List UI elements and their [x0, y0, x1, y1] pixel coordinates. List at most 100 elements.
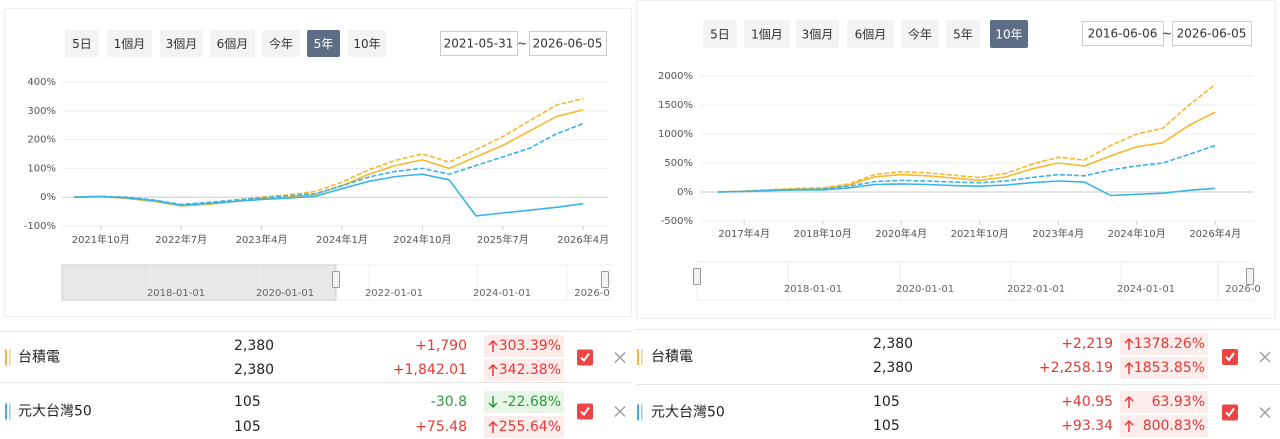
change: +2,219 — [1061, 336, 1113, 352]
pct-badge — [484, 391, 564, 413]
date-separator: ~ — [1162, 27, 1172, 41]
series-marker — [5, 403, 7, 420]
date-separator: ~ — [517, 37, 527, 51]
arrow-icon — [488, 396, 498, 409]
navigator-handle[interactable] — [693, 268, 701, 285]
checkmark — [1225, 352, 1235, 362]
navigator-label: 2020-01-01 — [896, 284, 954, 295]
navigator-handle[interactable] — [1246, 268, 1254, 285]
range-button-label: 1個月 — [114, 37, 146, 51]
range-button[interactable] — [744, 20, 790, 48]
arrow-icon — [488, 339, 498, 352]
range-button[interactable] — [160, 30, 203, 57]
pct-badge — [1120, 357, 1208, 379]
date-input[interactable] — [1082, 21, 1164, 46]
date-input[interactable] — [440, 31, 518, 56]
remove-icon[interactable] — [1259, 351, 1271, 363]
series-marker — [9, 349, 11, 366]
range-button-label: 今年 — [908, 27, 932, 42]
range-button[interactable] — [901, 20, 939, 48]
pct: 1853.85% — [1134, 360, 1205, 376]
range-button[interactable] — [703, 20, 737, 48]
x-tick-label: 2025年7月 — [477, 233, 529, 246]
series-line — [717, 180, 1216, 197]
price: 105 — [234, 419, 261, 435]
date-input[interactable] — [1172, 21, 1252, 46]
remove-icon[interactable] — [614, 352, 626, 363]
navigator-label: 2024-01-01 — [1117, 284, 1175, 295]
series-marker — [641, 404, 643, 421]
change: +75.48 — [415, 419, 467, 435]
series-marker — [641, 349, 643, 365]
row-name: 台積電 — [651, 349, 693, 365]
range-button-label: 今年 — [269, 36, 293, 51]
date-input[interactable] — [529, 31, 607, 56]
price: 105 — [234, 394, 261, 410]
range-button[interactable] — [348, 30, 386, 57]
series-marker — [9, 403, 11, 420]
range-button[interactable] — [307, 30, 340, 57]
checkmark — [1225, 407, 1235, 418]
range-button[interactable] — [107, 30, 152, 57]
range-button[interactable] — [796, 20, 839, 48]
range-button-label: 1個月 — [751, 28, 783, 42]
arrow-icon — [1124, 337, 1134, 350]
pct-badge — [484, 416, 564, 438]
checkmark — [580, 406, 590, 417]
y-tick-label: 0% — [40, 192, 56, 203]
price: 2,380 — [873, 360, 913, 376]
arrow-icon — [1124, 361, 1134, 374]
range-button[interactable] — [990, 20, 1028, 48]
series-marker — [5, 349, 7, 366]
pct-badge — [1120, 391, 1208, 413]
y-tick-label: 400% — [27, 77, 56, 88]
pct-badge — [484, 359, 564, 381]
range-button-label: 10年 — [353, 37, 380, 51]
y-tick-label: 200% — [27, 135, 56, 146]
date-text: 2026-06-05 — [1177, 27, 1247, 41]
price: 2,380 — [234, 338, 274, 354]
range-button-label: 5年 — [314, 37, 334, 51]
y-tick-label: 2000% — [658, 71, 693, 82]
navigator-label: 2026-0 — [574, 288, 609, 299]
range-button[interactable] — [946, 20, 980, 48]
range-button[interactable] — [210, 30, 255, 57]
pct: 303.39% — [499, 338, 561, 354]
navigator-label: 2022-01-01 — [365, 288, 423, 299]
price: 105 — [873, 418, 900, 434]
pct-badge — [1120, 415, 1208, 437]
x-tick-label: 2026年4月 — [1189, 227, 1241, 240]
navigator-label: 2022-01-01 — [1007, 284, 1065, 295]
y-tick-label: 100% — [27, 163, 56, 174]
change: +2,258.19 — [1039, 360, 1113, 376]
range-button-label: 3個月 — [166, 37, 198, 51]
series-line — [717, 111, 1216, 193]
x-tick-label: 2026年4月 — [557, 233, 609, 246]
pct: 342.38% — [499, 362, 561, 378]
pct: 800.83% — [1143, 418, 1205, 434]
remove-icon[interactable] — [1259, 407, 1271, 418]
row-name: 元大台灣50 — [651, 405, 725, 421]
date-text: 2016-06-06 — [1088, 27, 1158, 41]
x-tick-label: 2022年7月 — [155, 233, 207, 246]
range-button[interactable] — [847, 20, 894, 48]
range-button-label: 5日 — [710, 28, 730, 42]
range-button[interactable] — [262, 30, 300, 57]
navigator-label: 2018-01-01 — [147, 288, 205, 299]
navigator-handle[interactable] — [332, 271, 340, 288]
x-tick-label: 2024年10月 — [393, 233, 451, 246]
remove-icon[interactable] — [614, 406, 626, 417]
y-tick-label: 1500% — [658, 100, 693, 111]
navigator-handle[interactable] — [601, 271, 609, 288]
pct-badge — [1120, 333, 1208, 355]
navigator-label: 2020-01-01 — [256, 288, 314, 299]
price: 2,380 — [234, 362, 274, 378]
y-tick-label: 500% — [664, 158, 693, 169]
navigator — [696, 261, 1255, 301]
range-button[interactable] — [65, 30, 99, 57]
x-tick-label: 2018年10月 — [794, 227, 852, 240]
pct: 1378.26% — [1134, 336, 1205, 352]
y-tick-label: -100% — [24, 221, 56, 232]
